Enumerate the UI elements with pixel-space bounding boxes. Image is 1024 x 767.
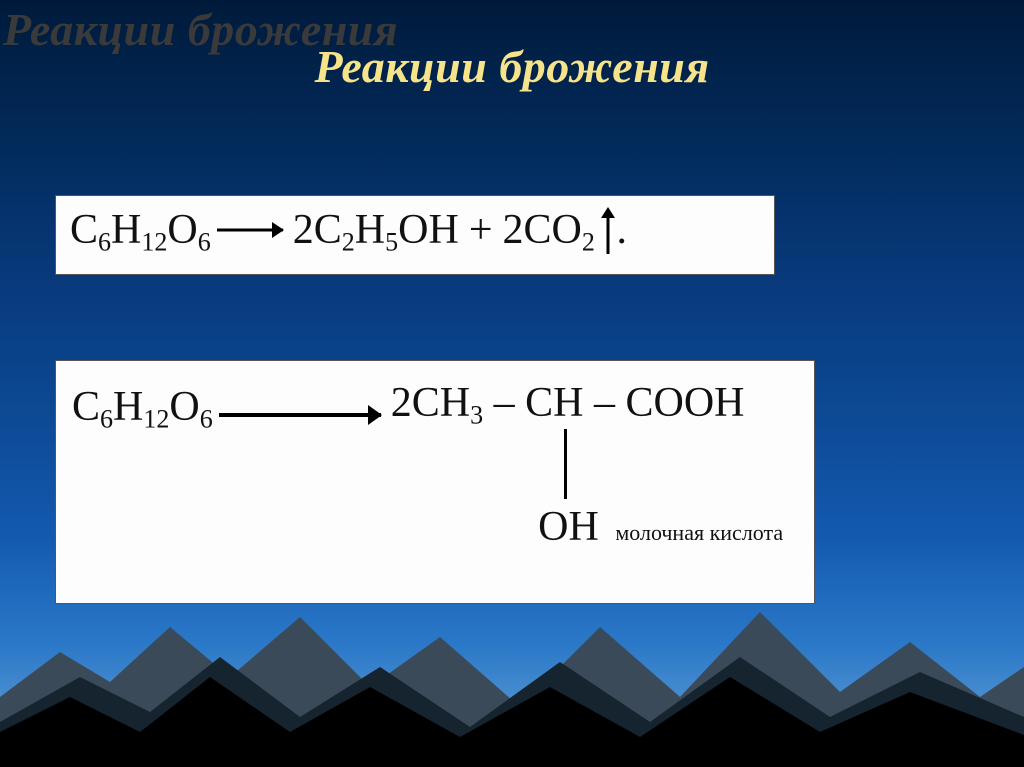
eq1-coef2a: 2 xyxy=(293,207,314,253)
eq1-reactant: C6H12O6 xyxy=(70,206,211,254)
eq1-plus: + xyxy=(459,206,503,254)
eq1-coef2b: 2 xyxy=(503,207,524,253)
eq2-coef2: 2 xyxy=(391,380,412,426)
eq2-H: H xyxy=(113,384,143,430)
eq2-s6a: 6 xyxy=(100,404,113,433)
eq2-sub3: 3 xyxy=(470,400,483,429)
eq1-p1C: C xyxy=(314,207,342,253)
eq2-oh-group: OH молочная кислота xyxy=(538,503,783,551)
eq1-H: H xyxy=(111,207,141,253)
eq1-p1H: H xyxy=(355,207,385,253)
eq2-CH: CH xyxy=(412,380,470,426)
eq2-mid: – CH – COOH xyxy=(483,380,744,426)
eq1-sub6a: 6 xyxy=(98,227,111,256)
eq2-product-structure: 2CH3 – CH – COOH OH молочная кислота xyxy=(391,379,745,427)
equation-alcoholic-fermentation: C6H12O6 2C2H5OH + 2CO2 . xyxy=(55,195,775,275)
eq1-sub12: 12 xyxy=(141,227,167,256)
equation1-row: C6H12O6 2C2H5OH + 2CO2 . xyxy=(70,206,760,254)
title-text: Реакции брожения xyxy=(314,40,709,93)
eq2-OH-text: OH xyxy=(538,504,599,550)
eq2-product-formula: 2CH3 – CH – COOH xyxy=(391,380,745,426)
eq1-product1: 2C2H5OH xyxy=(293,206,459,254)
eq2-C: C xyxy=(72,384,100,430)
vertical-bond-icon xyxy=(564,429,567,499)
eq1-p1s5: 5 xyxy=(385,227,398,256)
eq2-reactant: C6H12O6 xyxy=(72,379,213,431)
equation2-row: C6H12O6 2CH3 – CH – COOH OH молочная кис… xyxy=(72,373,798,431)
eq1-p2CO: CO xyxy=(524,207,582,253)
eq2-s6b: 6 xyxy=(200,404,213,433)
reaction-arrow-long-icon xyxy=(219,401,381,429)
eq2-s12: 12 xyxy=(143,404,169,433)
lactic-acid-label: молочная кислота xyxy=(615,520,783,545)
eq1-O: O xyxy=(167,207,197,253)
eq1-sub6b: 6 xyxy=(198,227,211,256)
slide-title: Реакции брожения Реакции брожения xyxy=(0,0,1024,93)
equation-lactic-fermentation: C6H12O6 2CH3 – CH – COOH OH молочная кис… xyxy=(55,360,815,604)
reaction-arrow-icon xyxy=(217,218,283,242)
eq2-O: O xyxy=(169,384,199,430)
eq1-p2s2: 2 xyxy=(582,227,595,256)
eq1-p1s2: 2 xyxy=(342,227,355,256)
gas-arrow-icon xyxy=(599,218,617,254)
eq1-product2: 2CO2 xyxy=(503,206,595,254)
eq1-C: C xyxy=(70,207,98,253)
eq1-p1OH: OH xyxy=(398,207,459,253)
eq1-period: . xyxy=(616,206,627,254)
